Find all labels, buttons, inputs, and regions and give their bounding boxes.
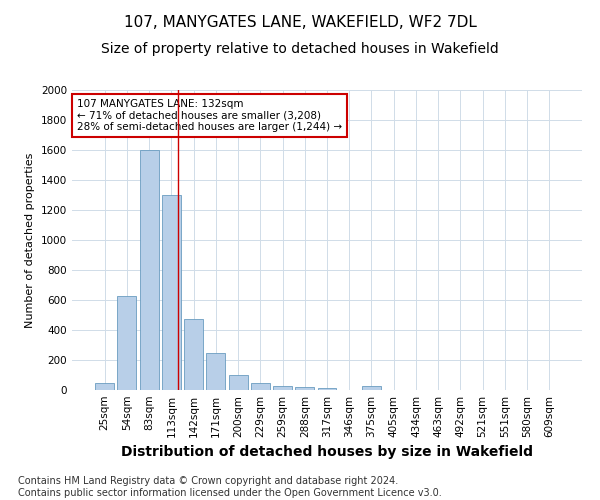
Bar [95,382,114,390]
Text: Size of property relative to detached houses in Wakefield: Size of property relative to detached ho… [101,42,499,56]
Text: 107 MANYGATES LANE: 132sqm
← 71% of detached houses are smaller (3,208)
28% of s: 107 MANYGATES LANE: 132sqm ← 71% of deta… [77,99,342,132]
Bar [140,150,158,390]
Text: 107, MANYGATES LANE, WAKEFIELD, WF2 7DL: 107, MANYGATES LANE, WAKEFIELD, WF2 7DL [124,15,476,30]
Bar [251,382,270,390]
Bar [229,375,248,390]
Bar [317,388,337,390]
Bar [273,386,292,390]
Bar [362,386,381,390]
Text: Contains HM Land Registry data © Crown copyright and database right 2024.
Contai: Contains HM Land Registry data © Crown c… [18,476,442,498]
Bar [206,353,225,390]
X-axis label: Distribution of detached houses by size in Wakefield: Distribution of detached houses by size … [121,446,533,460]
Bar [118,296,136,390]
Bar [184,319,203,390]
Y-axis label: Number of detached properties: Number of detached properties [25,152,35,328]
Bar [295,387,314,390]
Bar [162,195,181,390]
